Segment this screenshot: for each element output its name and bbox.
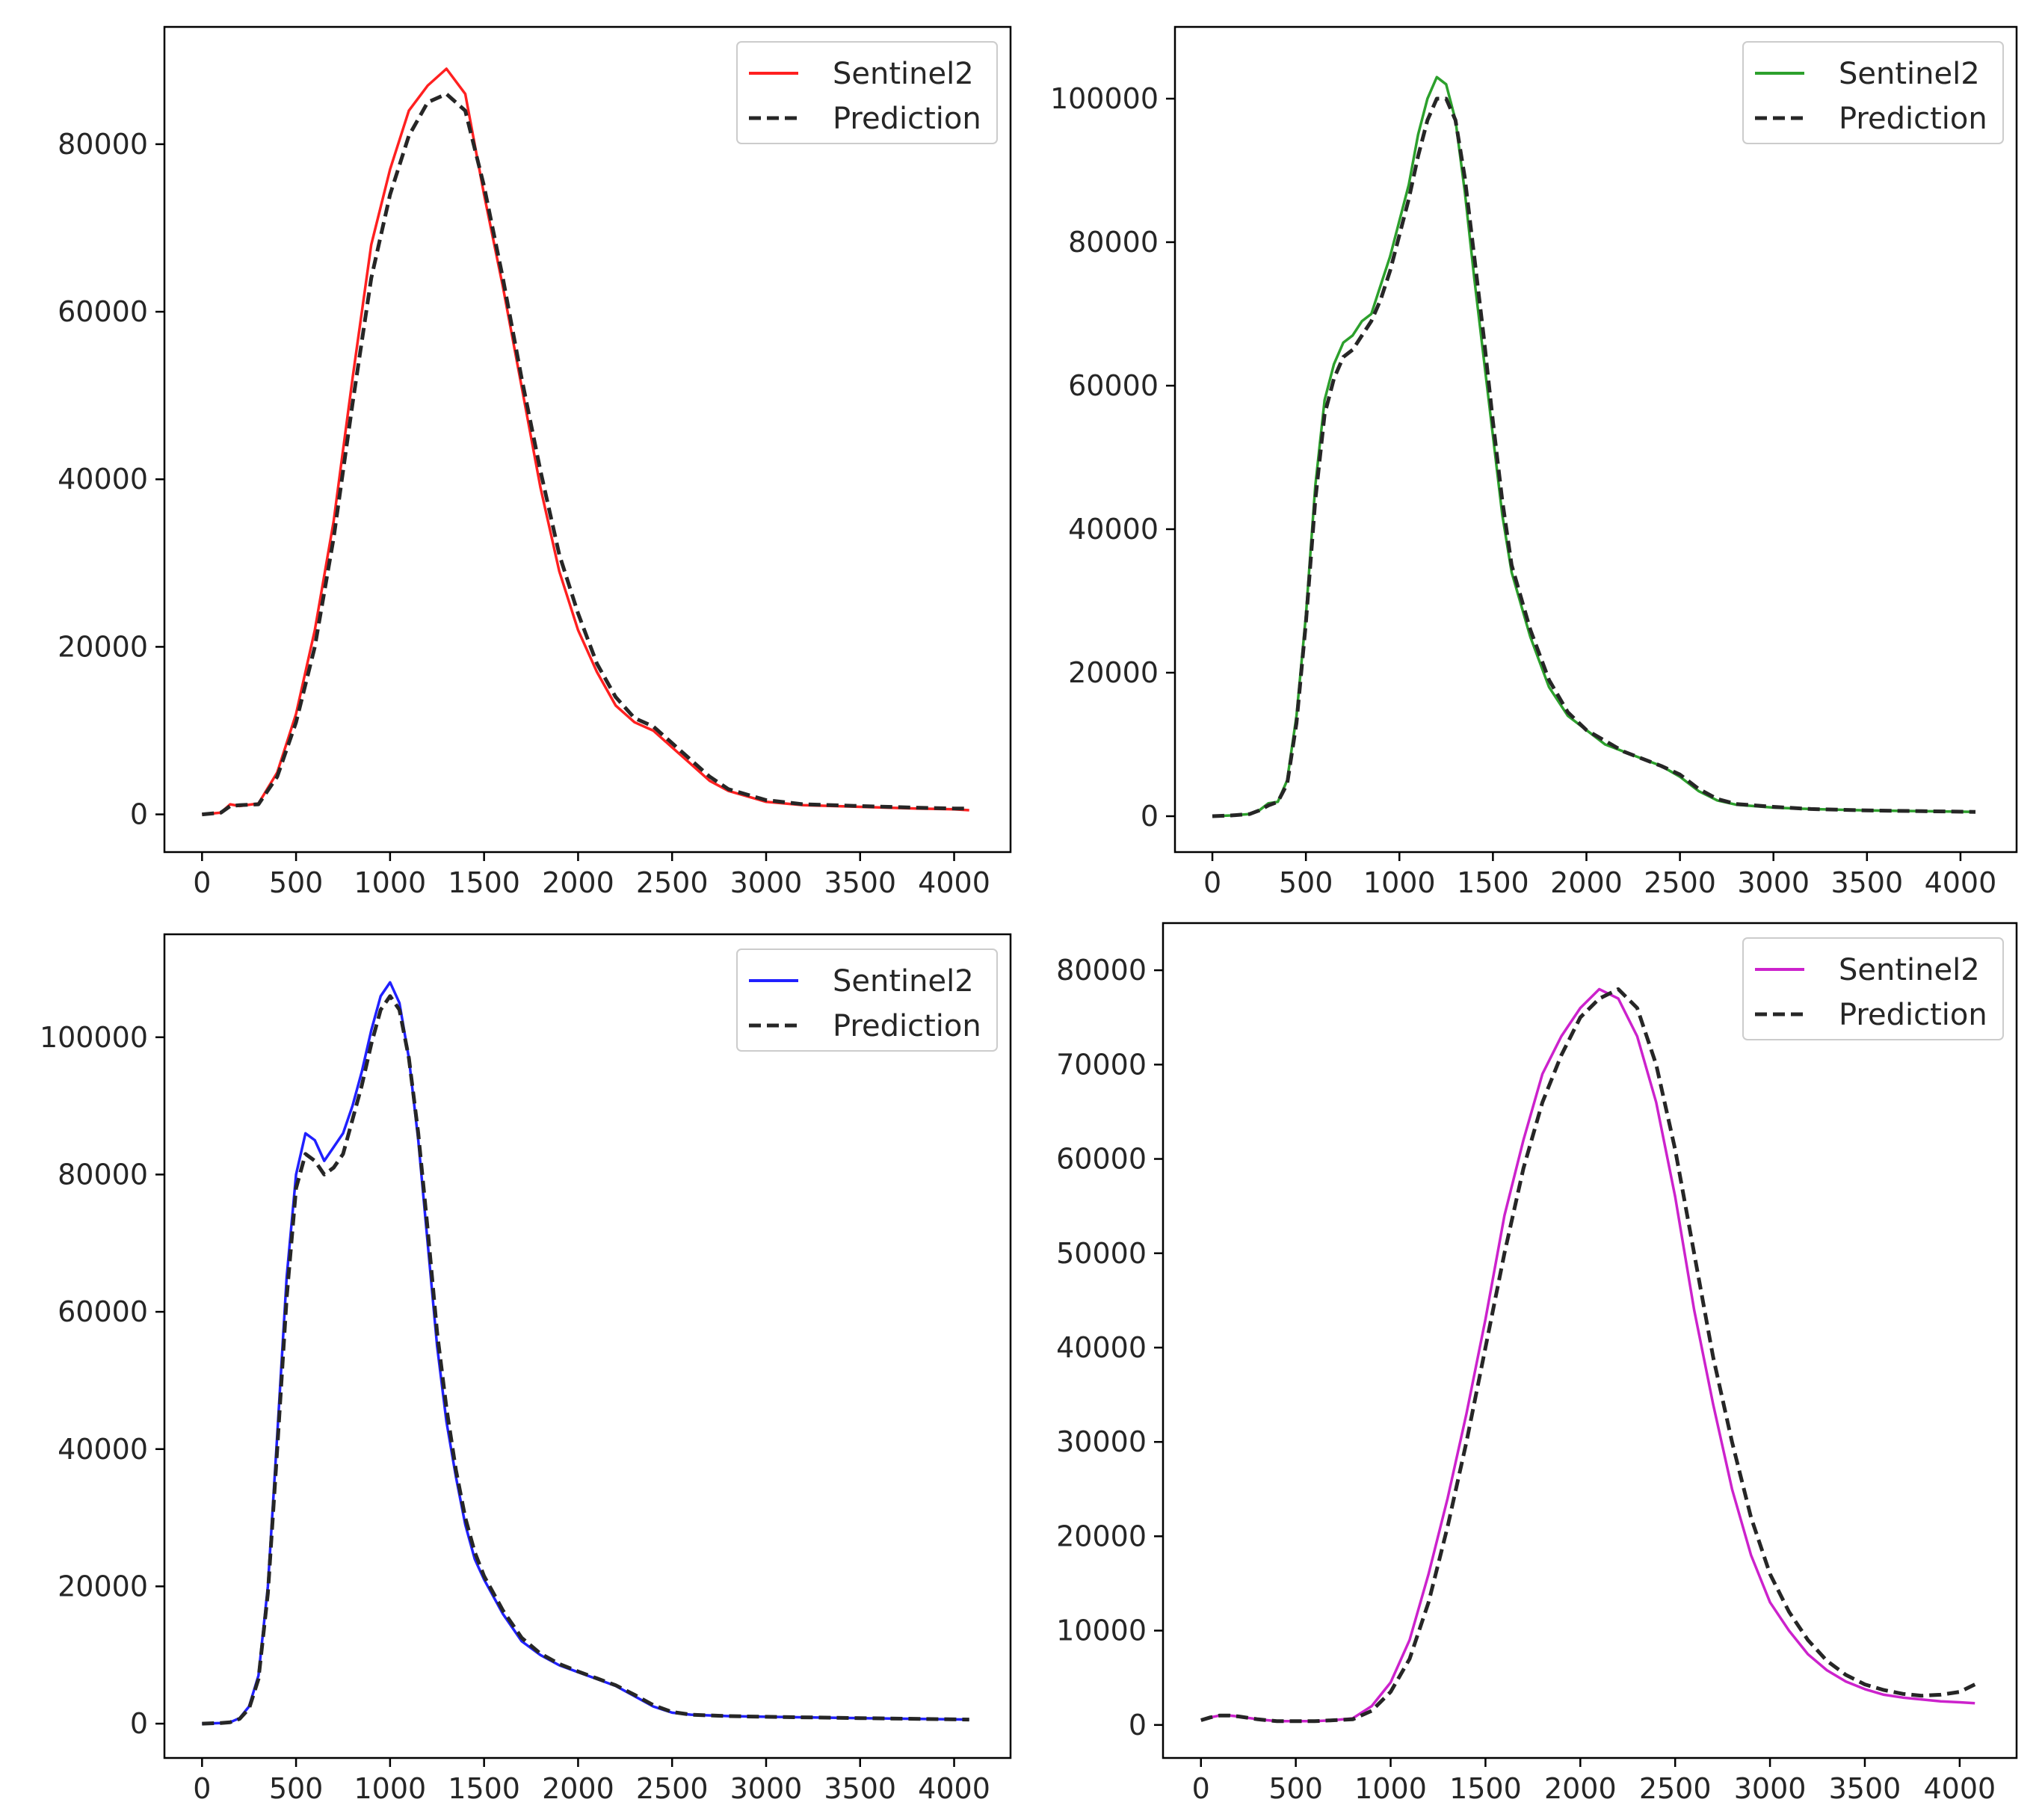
y-tick-label: 80000: [58, 128, 148, 161]
y-tick-label: 50000: [1056, 1237, 1147, 1270]
axes-frame: [1173, 25, 2018, 854]
axes-frame: [1162, 922, 2018, 1759]
y-tick-label: 60000: [1056, 1143, 1147, 1176]
y-tick-label: 20000: [58, 630, 148, 663]
chart-panel-blue: 0 500 1000 1500 2000 2500 3000 3500 400002000040…: [40, 933, 1012, 1805]
x-tick-label: 1500: [1449, 1772, 1522, 1805]
x-tick-label: 4000: [918, 1772, 990, 1805]
axes-frame: [163, 933, 1012, 1759]
y-tick-label: 10000: [1056, 1614, 1147, 1647]
x-tick-label: 3000: [1734, 1772, 1807, 1805]
x-tick-label: 3500: [1829, 1772, 1901, 1805]
x-tick-label: 0: [193, 866, 211, 899]
y-tick-label: 70000: [1056, 1048, 1147, 1081]
y-tick-label: 0: [1129, 1709, 1147, 1742]
x-tick-label: 4000: [1925, 866, 1997, 899]
legend: Sentinel2 Prediction: [736, 41, 998, 144]
x-tick-label: 2500: [636, 1772, 709, 1805]
y-tick-label: 30000: [1056, 1425, 1147, 1458]
y-tick-label: 100000: [1050, 82, 1159, 115]
x-tick-label: 2000: [1544, 1772, 1617, 1805]
x-tick-label: 0: [193, 1772, 211, 1805]
legend-box: [1742, 937, 2004, 1040]
chart-panel-magenta: 0 500 1000 1500 2000 2500 3000 3500 400001000020…: [1056, 922, 2018, 1805]
x-tick-label: 500: [1268, 1772, 1323, 1805]
x-tick-label: 1500: [1457, 866, 1529, 899]
series-line-prediction: [1200, 987, 1976, 1724]
legend-label-prediction: Prediction: [1839, 998, 1987, 1032]
y-tick-label: 60000: [58, 1295, 148, 1328]
y-tick-label: 40000: [58, 1433, 148, 1466]
x-tick-label: 0: [1192, 1772, 1210, 1805]
y-tick-label: 40000: [58, 463, 148, 496]
x-tick-label: 2000: [542, 866, 614, 899]
x-tick-label: 0: [1203, 866, 1221, 899]
x-tick-label: 3000: [730, 1772, 803, 1805]
legend-label-sentinel2: Sentinel2: [833, 964, 974, 999]
x-tick-label: 2500: [1644, 866, 1716, 899]
chart-panel-green: 0 500 1000 1500 2000 2500 3000 3500 400002000040…: [1050, 25, 2018, 899]
legend-label-sentinel2: Sentinel2: [1839, 953, 1980, 987]
x-tick-label: 1000: [354, 1772, 427, 1805]
series-line-sentinel2: [202, 67, 969, 816]
x-tick-label: 500: [269, 866, 324, 899]
series-line-prediction: [202, 994, 969, 1726]
x-tick-label: 2500: [1639, 1772, 1712, 1805]
x-tick-label: 3500: [824, 866, 896, 899]
y-tick-label: 0: [130, 798, 148, 831]
x-tick-label: 3500: [824, 1772, 896, 1805]
x-tick-label: 2000: [1550, 866, 1623, 899]
legend-label-prediction: Prediction: [833, 1009, 981, 1043]
x-tick-label: 1000: [354, 866, 427, 899]
axes-frame: [163, 25, 1012, 854]
x-tick-label: 2500: [636, 866, 709, 899]
y-tick-label: 0: [130, 1707, 148, 1740]
legend-box: [1742, 41, 2004, 144]
x-tick-label: 3000: [730, 866, 803, 899]
y-tick-label: 20000: [1068, 656, 1159, 689]
legend-box: [736, 41, 998, 144]
legend: Sentinel2 Prediction: [736, 948, 998, 1052]
x-tick-label: 2000: [542, 1772, 614, 1805]
legend: Sentinel2 Prediction: [1742, 41, 2004, 144]
y-tick-label: 60000: [1068, 369, 1159, 402]
x-tick-label: 1000: [1354, 1772, 1427, 1805]
x-tick-label: 4000: [1924, 1772, 1996, 1805]
legend-label-sentinel2: Sentinel2: [833, 57, 974, 91]
x-tick-label: 1000: [1363, 866, 1436, 899]
legend-label-prediction: Prediction: [1839, 102, 1987, 136]
y-tick-label: 100000: [40, 1021, 148, 1054]
y-tick-label: 60000: [58, 295, 148, 328]
y-tick-label: 20000: [58, 1570, 148, 1602]
chart-panel-red: 0 500 1000 1500 2000 2500 3000 3500 400002000040…: [58, 25, 1012, 899]
legend-label-sentinel2: Sentinel2: [1839, 57, 1980, 91]
legend-label-prediction: Prediction: [833, 102, 981, 136]
x-tick-label: 500: [269, 1772, 324, 1805]
series-line-prediction: [202, 92, 969, 817]
series-line-sentinel2: [202, 981, 969, 1725]
x-tick-label: 4000: [918, 866, 990, 899]
y-tick-label: 80000: [1056, 954, 1147, 987]
series-line-sentinel2: [1212, 75, 1976, 818]
legend-box: [736, 948, 998, 1052]
x-tick-label: 500: [1279, 866, 1333, 899]
y-tick-label: 40000: [1068, 513, 1159, 546]
y-tick-label: 80000: [58, 1158, 148, 1191]
series-line-prediction: [1212, 96, 1976, 818]
y-tick-label: 80000: [1068, 226, 1159, 259]
x-tick-label: 3000: [1737, 866, 1810, 899]
x-tick-label: 1500: [448, 1772, 520, 1805]
y-tick-label: 40000: [1056, 1331, 1147, 1364]
y-tick-label: 0: [1141, 800, 1159, 833]
y-tick-label: 20000: [1056, 1520, 1147, 1552]
legend: Sentinel2 Prediction: [1742, 937, 2004, 1040]
x-tick-label: 1500: [448, 866, 520, 899]
x-tick-label: 3500: [1830, 866, 1903, 899]
series-line-sentinel2: [1200, 987, 1975, 1723]
